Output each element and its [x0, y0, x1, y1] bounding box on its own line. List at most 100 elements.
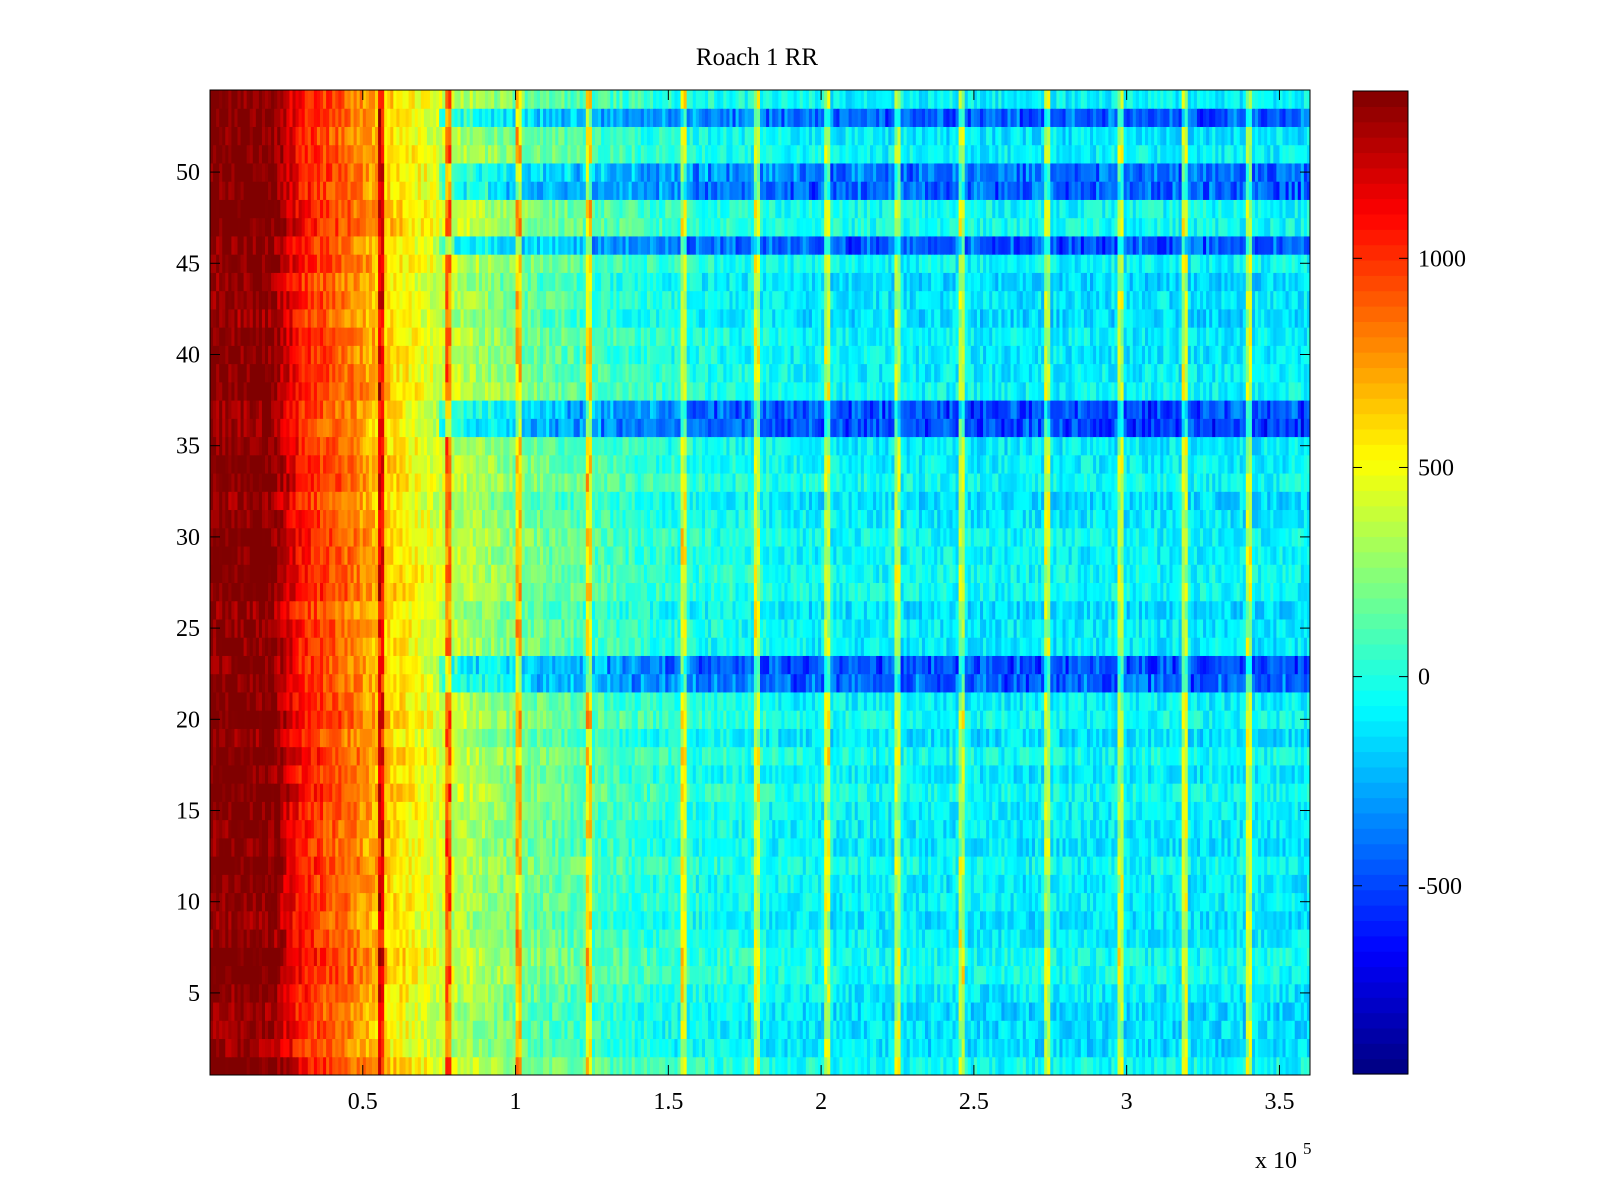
heatmap-cell — [610, 965, 614, 985]
heatmap-cell — [701, 947, 706, 967]
heatmap-cell — [967, 1020, 972, 1040]
heatmap-cell — [451, 892, 455, 912]
heatmap-cell — [1071, 819, 1076, 839]
heatmap-cell — [1212, 1056, 1216, 1076]
heatmap-cell — [848, 1002, 853, 1021]
heatmap-cell — [543, 947, 547, 967]
heatmap-cell — [882, 856, 886, 875]
heatmap-cell — [683, 819, 688, 839]
heatmap-cell — [640, 929, 645, 948]
heatmap-cell — [750, 819, 755, 839]
heatmap-cell — [750, 965, 755, 985]
heatmap-cell — [601, 947, 605, 967]
heatmap-cell — [1086, 1002, 1091, 1021]
heatmap-cell — [940, 837, 944, 857]
heatmap-cell — [393, 1038, 397, 1058]
heatmap-cell — [955, 1038, 960, 1058]
heatmap-cell — [821, 947, 825, 967]
heatmap-cell — [216, 1020, 220, 1040]
heatmap-cell — [292, 1038, 297, 1058]
heatmap-cell — [442, 1002, 446, 1021]
heatmap-cell — [912, 947, 917, 967]
heatmap-cell — [967, 837, 972, 857]
heatmap-cell — [509, 929, 513, 948]
heatmap-cell — [772, 1020, 776, 1040]
heatmap-cell — [738, 1056, 743, 1076]
heatmap-cell — [766, 1038, 770, 1058]
heatmap-cell — [280, 1056, 284, 1076]
heatmap-cell — [249, 910, 254, 930]
heatmap-cell — [1154, 837, 1158, 857]
heatmap-cell — [692, 983, 697, 1003]
heatmap-cell — [1175, 1020, 1180, 1040]
heatmap-cell — [1193, 983, 1198, 1003]
heatmap-cell — [1074, 1038, 1079, 1058]
heatmap-cell — [906, 965, 911, 985]
heatmap-cell — [491, 983, 495, 1003]
heatmap-cell — [894, 837, 898, 857]
heatmap-cell — [662, 892, 666, 912]
heatmap-cell — [729, 1002, 733, 1021]
heatmap-cell — [237, 856, 242, 875]
heatmap-cell — [741, 856, 746, 875]
heatmap-cell — [921, 1056, 926, 1076]
heatmap-cell — [1138, 819, 1143, 839]
heatmap-cell — [876, 1056, 880, 1076]
heatmap-cell — [961, 1002, 966, 1021]
heatmap-cell — [509, 892, 513, 912]
heatmap-cell — [289, 1038, 293, 1058]
heatmap-cell — [958, 1056, 963, 1076]
heatmap-cell — [692, 856, 697, 875]
heatmap-cell — [833, 1038, 837, 1058]
heatmap-cell — [980, 1020, 984, 1040]
heatmap-cell — [958, 1002, 963, 1021]
heatmap-cell — [283, 819, 287, 839]
heatmap-cell — [1093, 837, 1097, 857]
heatmap-cell — [329, 910, 333, 930]
heatmap-cell — [1242, 837, 1247, 857]
heatmap-cell — [1059, 1038, 1063, 1058]
heatmap-cell — [1117, 856, 1122, 875]
heatmap-cell — [414, 947, 419, 967]
heatmap-cell — [815, 1002, 819, 1021]
heatmap-cell — [1074, 1056, 1079, 1076]
heatmap-cell — [741, 819, 746, 839]
heatmap-cell — [497, 837, 501, 857]
heatmap-cell — [454, 983, 458, 1003]
heatmap-cell — [277, 892, 281, 912]
heatmap-cell — [650, 819, 654, 839]
heatmap-cell — [1071, 1056, 1076, 1076]
heatmap-cell — [335, 1056, 339, 1076]
heatmap-cell — [628, 874, 633, 894]
heatmap-cell — [414, 892, 419, 912]
heatmap-cell — [1267, 837, 1271, 857]
heatmap-cell — [1083, 1020, 1088, 1040]
heatmap-cell — [442, 874, 446, 894]
heatmap-cell — [1224, 910, 1228, 930]
heatmap-cell — [1181, 856, 1186, 875]
heatmap-cell — [1013, 947, 1018, 967]
heatmap-cell — [885, 929, 889, 948]
heatmap-cell — [680, 856, 685, 875]
heatmap-cell — [811, 965, 816, 985]
heatmap-cell — [332, 1002, 336, 1021]
heatmap-cell — [488, 892, 492, 912]
heatmap-cell — [1196, 965, 1201, 985]
heatmap-cell — [313, 1038, 318, 1058]
heatmap-cell — [1013, 983, 1018, 1003]
heatmap-cell — [943, 965, 947, 985]
heatmap-cell — [695, 1056, 700, 1076]
heatmap-cell — [622, 965, 627, 985]
heatmap-cell — [1151, 874, 1155, 894]
heatmap-cell — [518, 856, 523, 875]
heatmap-cell — [533, 837, 538, 857]
heatmap-cell — [530, 1038, 535, 1058]
heatmap-cell — [249, 1038, 254, 1058]
heatmap-cell — [503, 856, 507, 875]
heatmap-cell — [732, 892, 737, 912]
heatmap-cell — [381, 856, 385, 875]
heatmap-cell — [527, 1020, 532, 1040]
heatmap-cell — [756, 1056, 761, 1076]
heatmap-cell — [1016, 856, 1021, 875]
heatmap-cell — [356, 1056, 361, 1076]
